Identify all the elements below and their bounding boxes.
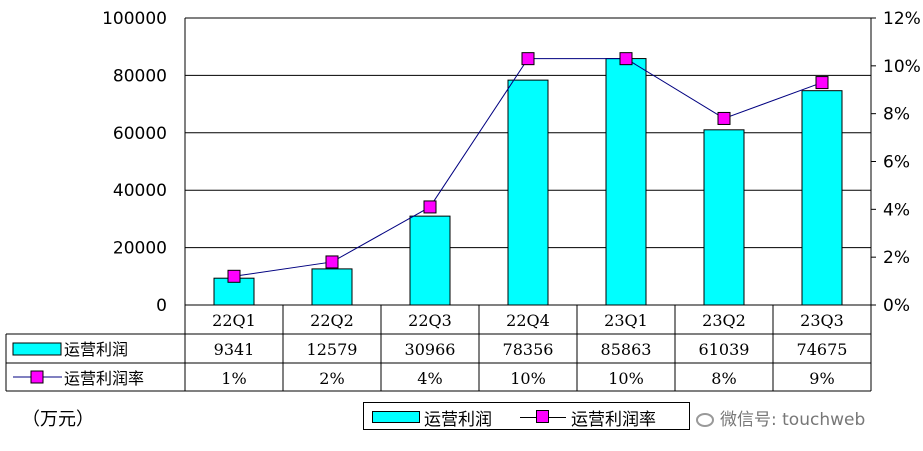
bar (801, 90, 843, 306)
x-tick-label: 22Q3 (408, 311, 452, 330)
legend-line-marker (536, 410, 549, 423)
table-cell: 85863 (601, 340, 652, 359)
table-cell: 1% (221, 369, 246, 388)
table-cell: 9% (809, 369, 834, 388)
x-tick-label: 22Q2 (310, 311, 354, 330)
line-marker (423, 200, 437, 214)
legend: 运营利润 运营利润率 (363, 402, 690, 430)
y-left-tick-label: 0 (156, 296, 167, 316)
y-left-tick-label: 100000 (102, 9, 167, 29)
line-marker (619, 52, 633, 66)
table-bar-swatch (12, 342, 62, 356)
table-cell: 8% (711, 369, 736, 388)
unit-label: （万元） (22, 409, 94, 430)
legend-line-label: 运营利润率 (571, 410, 656, 430)
x-tick-label: 23Q1 (604, 311, 648, 330)
table-cell: 12579 (307, 340, 358, 359)
line-marker (325, 255, 339, 269)
x-tick-label: 22Q4 (506, 311, 550, 330)
bar (409, 215, 451, 306)
legend-bar-swatch (372, 411, 420, 423)
y-right-tick-label: 0% (883, 296, 910, 316)
bar (507, 79, 549, 306)
watermark-text: 微信号: touchweb (720, 410, 866, 430)
legend-bar-label: 运营利润 (424, 410, 492, 430)
table-cell: 10% (608, 369, 644, 388)
bar (605, 58, 647, 306)
table-cell: 10% (510, 369, 546, 388)
line-marker (717, 111, 731, 125)
table-cell: 9341 (214, 340, 255, 359)
y-right-tick-label: 4% (883, 200, 910, 220)
y-right-tick-label: 10% (883, 57, 921, 77)
y-right-tick-label: 12% (883, 9, 921, 29)
table-cell: 2% (319, 369, 344, 388)
y-left-tick-label: 20000 (113, 239, 167, 259)
line-marker (227, 269, 241, 283)
x-tick-label: 23Q2 (702, 311, 746, 330)
table-row-label: 运营利润 (64, 340, 128, 359)
y-left-tick-label: 80000 (113, 66, 167, 86)
table-cell: 30966 (405, 340, 456, 359)
y-right-tick-label: 8% (883, 105, 910, 125)
bar (311, 268, 353, 306)
watermark: 微信号: touchweb (696, 405, 865, 430)
line-marker (521, 52, 535, 66)
table-cell: 4% (417, 369, 442, 388)
wechat-icon (696, 413, 714, 427)
table-line-marker (30, 370, 44, 384)
x-tick-label: 22Q1 (212, 311, 256, 330)
y-right-tick-label: 2% (883, 248, 910, 268)
y-left-tick-label: 60000 (113, 124, 167, 144)
table-cell: 61039 (699, 340, 750, 359)
table-cell: 78356 (503, 340, 554, 359)
y-left-tick-label: 40000 (113, 181, 167, 201)
x-tick-label: 23Q3 (800, 311, 844, 330)
y-right-tick-label: 6% (883, 153, 910, 173)
bar (703, 129, 745, 306)
line-marker (815, 76, 829, 90)
table-cell: 74675 (797, 340, 848, 359)
table-row-label: 运营利润率 (64, 369, 144, 388)
